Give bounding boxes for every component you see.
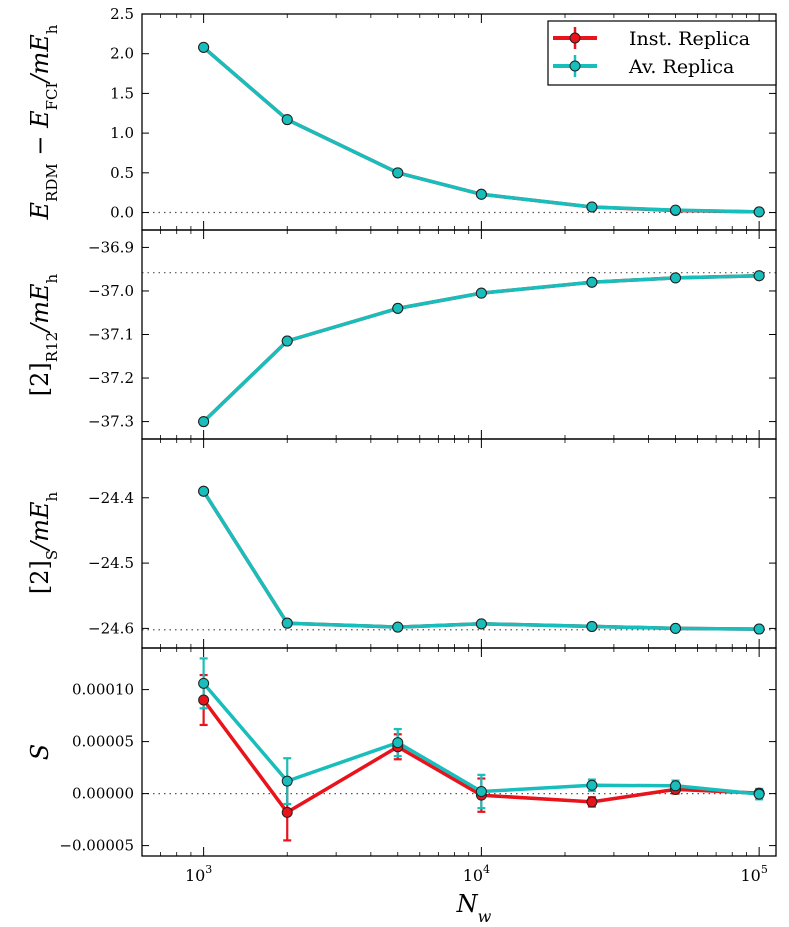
panel-frame-r12-correction [141,229,777,440]
panel-frame-shift [141,647,777,857]
xtick-label: 105 [740,863,767,885]
series-line-av-s-correction [202,490,760,631]
ytick-label-rdm-energy: 0.0 [110,204,134,222]
ytick-label-shift: 0.00005 [72,733,134,751]
data-point-av [475,188,487,200]
data-point-av [670,272,682,284]
ytick-label-r12-correction: −37.1 [88,326,134,344]
legend-label-av: Av. Replica [628,56,734,78]
ylabel-shift: S [26,744,54,760]
data-point-av [392,621,404,633]
ytick-label-s-correction: −24.4 [88,489,134,507]
data-point-av [586,779,598,791]
ytick-label-rdm-energy: 2.0 [110,45,134,63]
legend-marker-inst [569,32,581,44]
ytick-label-r12-correction: −37.3 [88,413,134,431]
data-point-inst [198,694,210,706]
data-point-inst [586,796,598,808]
panel-r12-correction: −37.3 −37.2 −37.1 −37.0 −36.9 [88,229,777,440]
xtick-label: 104 [463,863,490,885]
data-point-av [475,618,487,630]
data-point-av [753,206,765,218]
legend-box [547,20,777,86]
data-point-av [475,287,487,299]
series-line-inst-s-correction [202,490,760,631]
ylabel-r12-correction: [2]R12/mEh [26,273,61,396]
data-point-av [198,485,210,497]
ytick-label-rdm-energy: 1.5 [110,84,134,102]
data-point-av [586,276,598,288]
data-point-av [753,270,765,282]
legend-label-inst: Inst. Replica [629,28,750,50]
xtick-label: 103 [185,863,212,885]
ytick-label-shift: 0.00010 [72,681,134,699]
panel-s-correction: −24.6 −24.5 −24.4 [88,438,777,649]
data-point-av [281,775,293,787]
panel-shift: −0.00005 0.00000 0.00005 0.00010 [59,647,777,857]
data-point-av [586,201,598,213]
data-point-av [670,622,682,634]
data-point-av [753,788,765,800]
data-point-inst [281,806,293,818]
ytick-label-s-correction: −24.6 [88,619,134,637]
data-point-av [198,41,210,53]
ytick-label-s-correction: −24.5 [88,554,134,572]
data-point-av [392,737,404,749]
data-point-av [475,786,487,798]
ytick-label-r12-correction: −37.0 [88,282,134,300]
data-point-av [198,677,210,689]
ytick-label-rdm-energy: 2.5 [110,5,134,23]
data-point-av [753,623,765,635]
data-point-av [670,780,682,792]
data-point-av [281,617,293,629]
ylabel-s-correction: [2]S/mEh [26,492,61,595]
data-point-av [670,204,682,216]
ytick-label-r12-correction: −37.2 [88,369,134,387]
data-point-av [392,302,404,314]
xlabel: Nw [456,890,492,926]
data-point-av [392,167,404,179]
ylabel-rdm-energy: ERDM − EFCI/mEh [26,24,61,220]
data-point-av [281,114,293,126]
panel-rdm-energy: 0.0 0.5 1.0 1.5 2.0 2.5 [110,5,777,231]
ytick-label-r12-correction: −36.9 [88,238,134,256]
data-point-av [281,335,293,347]
legend-marker-av [569,60,581,72]
ytick-label-shift: −0.00005 [59,837,134,855]
legend: Inst. Replica Av. Replica [547,20,777,86]
ytick-label-rdm-energy: 0.5 [110,164,134,182]
ytick-label-shift: 0.00000 [72,785,134,803]
ytick-label-rdm-energy: 1.0 [110,124,134,142]
data-point-av [586,620,598,632]
data-point-av [198,416,210,428]
